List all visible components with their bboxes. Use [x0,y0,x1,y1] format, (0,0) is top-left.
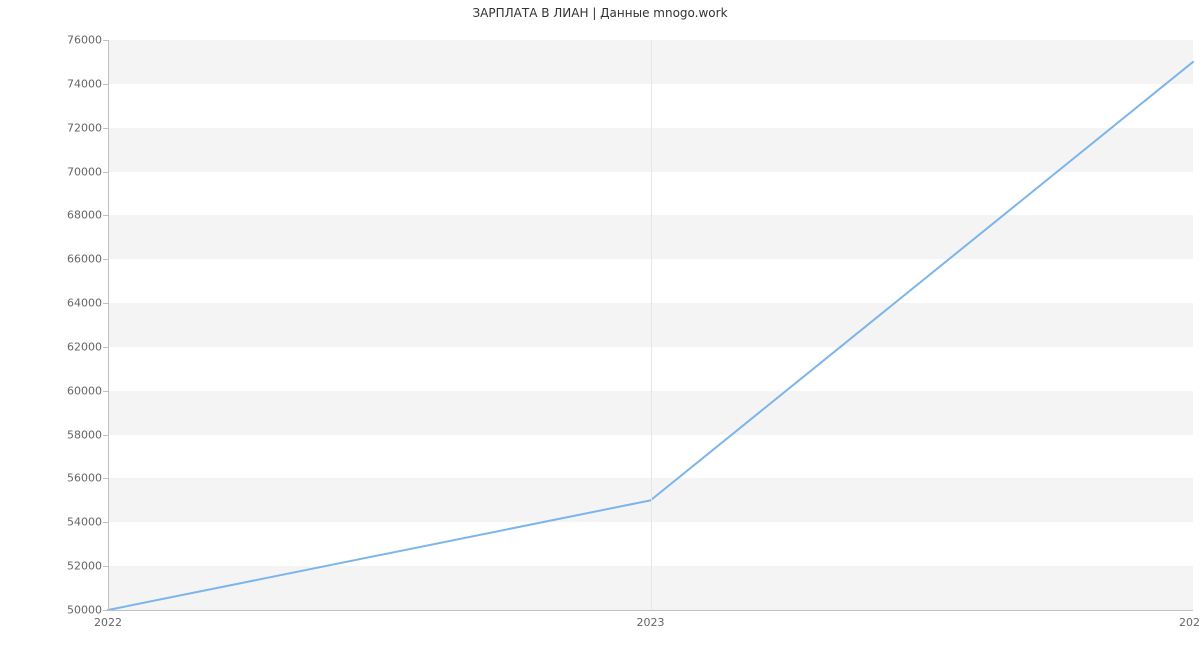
y-tick-label: 54000 [67,516,108,529]
y-tick-label: 52000 [67,560,108,573]
y-tick-label: 64000 [67,297,108,310]
y-axis-line [108,40,109,610]
chart-title: ЗАРПЛАТА В ЛИАН | Данные mnogo.work [0,6,1200,20]
plot-area: 5000052000540005600058000600006200064000… [108,40,1193,610]
y-tick-label: 56000 [67,472,108,485]
y-tick-label: 70000 [67,165,108,178]
y-tick-label: 62000 [67,340,108,353]
x-axis-line [108,610,1193,611]
y-tick-label: 58000 [67,428,108,441]
x-tick-label: 2024 [1179,610,1200,629]
x-gridline [651,40,652,610]
salary-line-chart: ЗАРПЛАТА В ЛИАН | Данные mnogo.work 5000… [0,0,1200,650]
x-tick-label: 2022 [94,610,122,629]
y-tick-label: 66000 [67,253,108,266]
y-tick-label: 72000 [67,121,108,134]
y-tick-label: 60000 [67,384,108,397]
y-tick-label: 74000 [67,77,108,90]
x-tick-label: 2023 [637,610,665,629]
y-tick-label: 76000 [67,34,108,47]
y-tick-label: 68000 [67,209,108,222]
